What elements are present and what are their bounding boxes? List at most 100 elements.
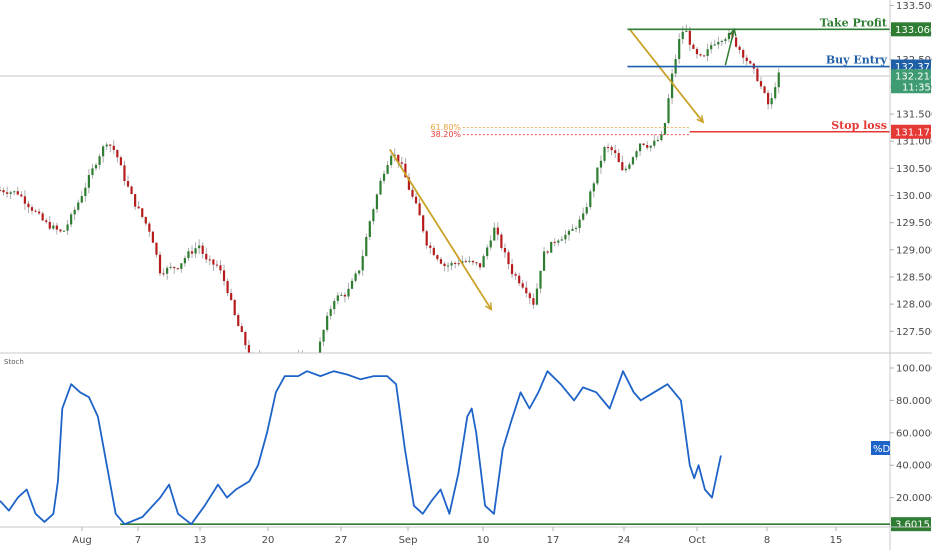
candle-body	[180, 263, 183, 269]
candle-body	[706, 49, 709, 56]
candle-body	[112, 145, 115, 151]
time-tick-label: Oct	[688, 535, 705, 546]
candle-body	[727, 32, 731, 40]
price-tick-label: 129.500	[896, 218, 932, 229]
candle-body	[678, 39, 681, 60]
candle-body	[482, 256, 485, 268]
pattern-arrow-line	[629, 29, 704, 123]
candle-body	[521, 283, 524, 288]
candle-body	[219, 265, 222, 271]
candle-body	[77, 202, 80, 210]
price-tick-label: 130.000	[896, 191, 932, 202]
candle-body	[685, 30, 688, 32]
candle-body	[628, 164, 631, 169]
indicator-title: Stoch	[4, 358, 24, 366]
candle-body	[91, 168, 94, 176]
candle-body	[411, 189, 414, 197]
candle-body	[70, 214, 73, 225]
candle-body	[237, 315, 240, 327]
candle-body	[105, 144, 108, 147]
candle-body	[400, 162, 403, 164]
stoch-tick-label: 20.0000	[896, 493, 932, 504]
level-price-tag-text: 131.174	[895, 127, 932, 138]
candle-body	[59, 229, 62, 232]
price-tick-label: 127.500	[896, 327, 932, 338]
candle-body	[27, 203, 30, 208]
candle-body	[333, 300, 336, 310]
candle-body	[766, 92, 770, 105]
candle-body	[347, 288, 350, 297]
candle-body	[585, 207, 588, 214]
fib-level-label: 61.80%	[431, 123, 462, 132]
candle-body	[116, 150, 119, 158]
candle-body	[763, 86, 766, 93]
price-pane: 61.80%38.20%	[0, 24, 890, 353]
level-label: Stop loss	[831, 119, 887, 132]
candle-body	[34, 210, 37, 212]
candle-body	[539, 270, 542, 289]
candle-body	[507, 252, 510, 265]
candle-body	[48, 221, 51, 229]
time-tick-label: 10	[477, 535, 490, 546]
time-tick-label: 27	[335, 535, 348, 546]
candle-body	[94, 164, 98, 169]
candle-body	[336, 295, 339, 301]
candle-body	[560, 239, 563, 241]
pattern-arrow-line	[389, 148, 493, 311]
candle-body	[503, 248, 507, 253]
candle-body	[770, 98, 773, 105]
pattern-arrow-head	[484, 302, 493, 311]
candle-body	[742, 49, 745, 58]
candle-body	[464, 261, 467, 263]
stoch-series-line	[0, 370, 722, 526]
candle-body	[119, 157, 123, 166]
candle-body	[126, 181, 130, 187]
candle-body	[532, 298, 535, 305]
candle-body	[233, 299, 236, 316]
level-price-tag-text: 132.375	[895, 62, 932, 73]
series-tag-text: %D	[873, 444, 891, 455]
candle-body	[749, 61, 752, 64]
time-tick-label: 7	[135, 535, 141, 546]
candle-body	[567, 230, 571, 235]
candle-body	[446, 265, 450, 267]
candle-body	[710, 45, 713, 50]
candle-body	[624, 168, 627, 171]
candle-body	[777, 72, 780, 88]
candle-body	[571, 228, 574, 231]
current-price-tag-text: 132.214	[895, 71, 932, 82]
candle-body	[578, 219, 581, 229]
candle-body	[0, 190, 2, 192]
candle-body	[617, 153, 620, 163]
level-price-tag-text: 133.060	[895, 25, 932, 36]
price-tick-label: 130.500	[896, 164, 932, 175]
candle-body	[130, 186, 133, 195]
level-label: Buy Entry	[826, 54, 888, 67]
candle-body	[16, 191, 19, 195]
candle-body	[87, 175, 90, 188]
candle-body	[205, 253, 208, 260]
candle-body	[393, 154, 396, 156]
candle-body	[429, 245, 432, 248]
candle-body	[212, 259, 215, 265]
candle-body	[343, 294, 347, 297]
candle-body	[230, 293, 233, 300]
candle-body	[98, 156, 101, 165]
price-tick-label: 128.000	[896, 300, 932, 311]
candle-body	[663, 123, 667, 135]
candle-body	[432, 247, 435, 256]
candle-body	[681, 31, 684, 40]
candle-body	[215, 264, 219, 266]
candle-body	[738, 46, 741, 50]
stoch-tick-label: 60.0000	[896, 428, 932, 439]
candle-body	[162, 273, 165, 275]
candle-body	[134, 194, 137, 207]
price-tick-label: 128.500	[896, 272, 932, 283]
candle-body	[2, 190, 5, 193]
level-label: Take Profit	[820, 16, 888, 29]
candle-body	[489, 240, 492, 248]
candle-body	[418, 203, 421, 216]
candle-body	[720, 40, 723, 42]
price-tick-label: 131.500	[896, 110, 932, 121]
